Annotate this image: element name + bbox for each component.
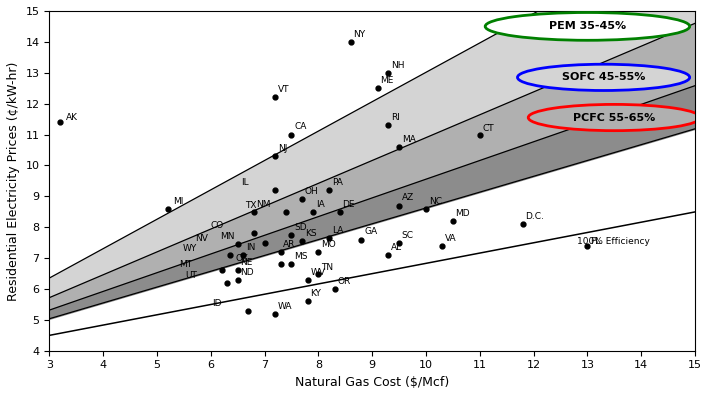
Y-axis label: Residential Electricity Prices (¢/kW-hr): Residential Electricity Prices (¢/kW-hr): [7, 61, 20, 301]
Text: NC: NC: [429, 196, 442, 206]
Text: MS: MS: [294, 252, 308, 261]
Text: OH: OH: [305, 187, 318, 196]
Text: TX: TX: [245, 201, 257, 210]
Text: MD: MD: [456, 209, 470, 218]
Text: NM: NM: [257, 200, 271, 209]
Text: MI: MI: [173, 196, 184, 206]
Text: AZ: AZ: [402, 194, 414, 202]
Text: MO: MO: [321, 240, 336, 249]
Text: MT: MT: [179, 260, 192, 269]
Text: VA: VA: [445, 234, 457, 243]
Text: PA: PA: [332, 178, 342, 187]
Text: LA: LA: [332, 226, 343, 235]
Text: WA: WA: [278, 302, 293, 310]
Text: RI: RI: [391, 113, 400, 122]
Text: MN: MN: [220, 232, 235, 241]
Text: WV: WV: [311, 268, 325, 277]
Text: OK: OK: [235, 254, 248, 263]
Text: NY: NY: [353, 30, 366, 39]
Text: IN: IN: [246, 243, 255, 252]
Text: AL: AL: [391, 243, 402, 252]
Text: MA: MA: [402, 135, 415, 144]
Text: PCFC 55-65%: PCFC 55-65%: [573, 112, 655, 122]
Text: UT: UT: [186, 271, 197, 280]
Text: IL: IL: [241, 178, 248, 187]
Text: OR: OR: [337, 277, 350, 286]
Text: TN: TN: [321, 263, 333, 272]
Text: AR: AR: [284, 240, 296, 249]
Text: DE: DE: [342, 200, 355, 209]
Text: NJ: NJ: [278, 144, 287, 153]
Text: D.C.: D.C.: [525, 212, 545, 221]
Text: NE: NE: [240, 258, 252, 267]
Text: ND: ND: [240, 268, 254, 277]
Text: AK: AK: [65, 113, 77, 122]
Text: CO: CO: [211, 221, 224, 230]
Text: WY: WY: [183, 244, 197, 253]
Ellipse shape: [485, 13, 690, 40]
Text: GA: GA: [364, 227, 377, 236]
Text: SOFC 45-55%: SOFC 45-55%: [562, 72, 645, 82]
Text: ME: ME: [380, 76, 393, 85]
Text: PEM 35-45%: PEM 35-45%: [549, 21, 626, 31]
Text: KS: KS: [305, 229, 316, 238]
Text: 100% Efficiency: 100% Efficiency: [576, 236, 649, 246]
Ellipse shape: [518, 64, 690, 91]
Text: KY: KY: [311, 289, 321, 298]
Text: NH: NH: [391, 61, 405, 70]
Text: CT: CT: [483, 124, 494, 133]
Text: IA: IA: [316, 200, 325, 209]
Ellipse shape: [528, 105, 700, 131]
Text: NV: NV: [195, 234, 208, 243]
Text: CA: CA: [294, 122, 306, 131]
X-axis label: Natural Gas Cost ($/Mcf): Natural Gas Cost ($/Mcf): [295, 376, 450, 389]
Text: ID: ID: [212, 299, 221, 308]
Text: VT: VT: [278, 86, 289, 94]
Text: SD: SD: [294, 223, 307, 232]
Text: SC: SC: [402, 230, 414, 240]
Text: FL: FL: [590, 237, 601, 246]
